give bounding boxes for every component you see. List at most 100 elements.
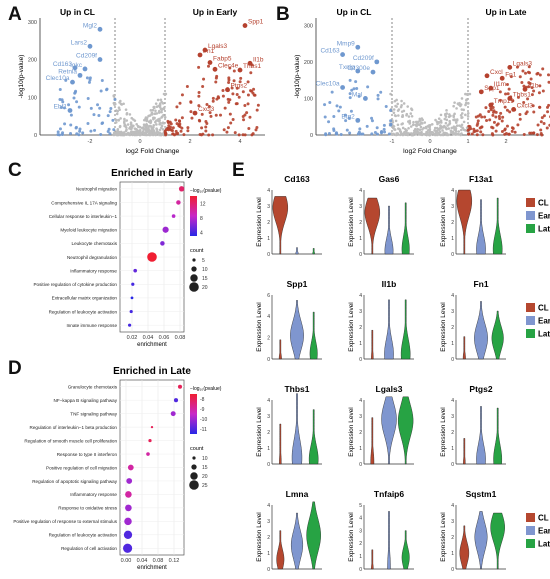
point-down [330, 90, 334, 94]
violin-late [492, 197, 503, 255]
point-up [498, 98, 502, 102]
point-up [546, 73, 550, 77]
size-legend-label: 5 [202, 258, 205, 264]
point-up [497, 114, 501, 118]
y-tick-label: 1 [451, 341, 454, 347]
point-ns [446, 124, 449, 127]
labeled-point [484, 73, 490, 79]
y-tick-label: 4 [451, 188, 454, 194]
point-up [197, 65, 201, 69]
point-ns [395, 132, 398, 135]
point-ns [449, 129, 453, 133]
point-ns [151, 127, 154, 130]
point-ns [131, 133, 134, 137]
violin-early [290, 512, 304, 570]
labeled-point [247, 60, 253, 66]
y-tick-label: 3 [451, 309, 454, 315]
dotplot-title: Enriched in Late [113, 366, 191, 377]
point-ns [460, 116, 463, 120]
point-ns [118, 125, 122, 129]
y-tick-label: 4 [359, 188, 362, 194]
point-down [389, 123, 393, 127]
y-tick-label: 4 [267, 503, 270, 509]
point-ns [445, 118, 449, 122]
legend-swatch [526, 224, 535, 233]
y-tick-label: 0 [34, 133, 37, 139]
point-up [227, 76, 231, 80]
point-ns [130, 116, 134, 120]
point-up [227, 100, 231, 104]
point-up [481, 133, 485, 137]
y-axis-title: Expression Level [440, 197, 447, 247]
point-ns [455, 124, 459, 127]
point-ns [133, 133, 136, 137]
point-ns [156, 98, 160, 102]
point-up [475, 133, 479, 137]
gene-label: Igkc [70, 62, 83, 69]
point-down [357, 94, 361, 98]
point-up [509, 75, 513, 79]
violin-early [384, 205, 394, 255]
gene-label: Clec4e [218, 62, 239, 69]
y-tick-label: 0 [451, 567, 454, 573]
y-axis-title: Expression Level [348, 407, 355, 457]
point-up [211, 99, 215, 103]
point-ns [398, 133, 402, 137]
point-ns [451, 132, 455, 136]
point-up [243, 104, 247, 108]
point-ns [428, 123, 432, 127]
point-up [518, 117, 522, 121]
point-ns [453, 101, 456, 104]
point-up [528, 82, 532, 86]
point-up [228, 112, 232, 116]
violin-cl [456, 189, 473, 255]
point-down [69, 132, 73, 136]
point-up [528, 131, 532, 135]
point-ns [454, 130, 458, 133]
labeled-point [355, 44, 361, 50]
point-down [69, 123, 73, 127]
color-legend-bar [190, 394, 197, 434]
point-up [239, 76, 243, 80]
point-ns [437, 131, 441, 135]
violin-late [398, 396, 414, 465]
point-up [539, 120, 543, 124]
point-up [167, 128, 171, 132]
point-up [232, 79, 236, 83]
point-ns [163, 115, 167, 119]
gene-label: Cxcl3 [517, 102, 534, 109]
point-ns [449, 114, 452, 118]
enrichment-dot [148, 438, 152, 443]
x-tick-label: 0 [138, 139, 141, 145]
point-up [231, 117, 235, 121]
point-ns [421, 122, 424, 125]
point-up [251, 132, 255, 136]
enrichment-dot [160, 241, 165, 246]
enrichment-dot [177, 384, 183, 389]
point-ns [113, 103, 116, 106]
gene-label: Ptgs2 [231, 83, 248, 90]
point-up [524, 112, 528, 116]
point-up [521, 69, 525, 73]
violin-late [401, 530, 410, 570]
point-ns [445, 127, 448, 131]
panel-letter-b: B [276, 4, 290, 25]
point-up [204, 125, 208, 129]
point-ns [119, 99, 122, 103]
point-up [515, 65, 519, 69]
point-ns [412, 120, 415, 124]
violin-cl [272, 196, 288, 255]
gene-label: Cxcl3 [198, 106, 215, 113]
point-down [348, 78, 352, 82]
point-up [489, 108, 493, 112]
color-legend-tick: -10 [200, 417, 207, 423]
point-down [105, 88, 109, 92]
point-ns [410, 114, 414, 118]
violin-late [306, 501, 321, 570]
region-label-right: Up in Late [485, 7, 526, 17]
point-ns [424, 125, 428, 129]
labeled-point [507, 64, 513, 70]
y-tick-label: 2 [451, 220, 454, 226]
x-axis-title: enrichment [137, 565, 167, 571]
point-up [483, 115, 487, 119]
